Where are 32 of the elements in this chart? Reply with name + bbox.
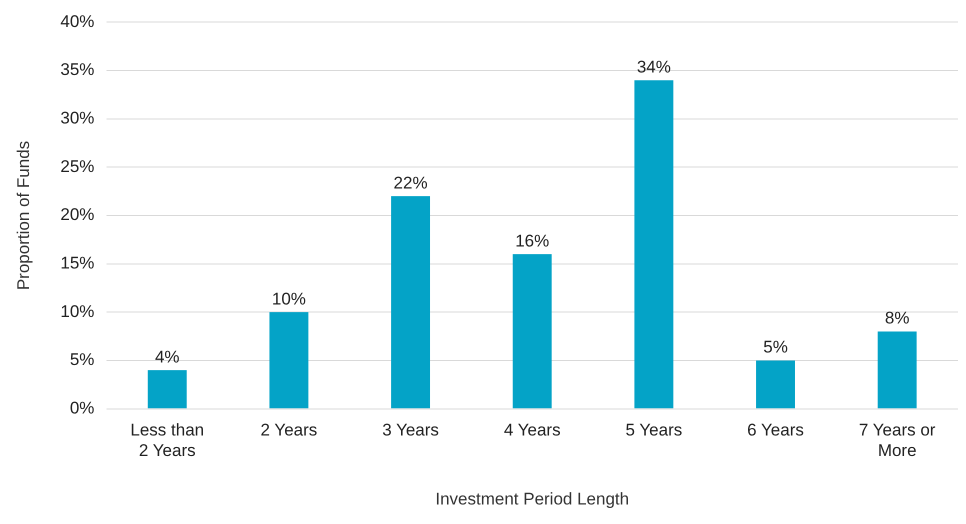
data-label: 10% bbox=[272, 289, 306, 308]
x-tick-label: 7 Years or More bbox=[858, 420, 936, 460]
y-tick-label: 20% bbox=[60, 205, 94, 224]
x-tick-label: Less than 2 Years bbox=[130, 420, 204, 460]
data-label: 8% bbox=[884, 308, 910, 328]
x-tick-label: 4 Years bbox=[504, 420, 561, 440]
y-tick-label: 40% bbox=[60, 12, 94, 31]
data-label: 16% bbox=[515, 231, 550, 250]
data-label: 22% bbox=[394, 173, 428, 192]
bar bbox=[269, 312, 308, 408]
bar bbox=[756, 360, 795, 408]
y-tick-label: 15% bbox=[60, 254, 94, 273]
x-tick-label: 5 Years bbox=[626, 420, 682, 440]
y-axis-title: Proportion of Funds bbox=[14, 140, 33, 290]
bar bbox=[878, 331, 917, 408]
x-tick-label: 6 Years bbox=[747, 420, 804, 440]
y-tick-label: 35% bbox=[60, 60, 94, 80]
y-tick-label: 0% bbox=[70, 398, 94, 418]
y-tick-label: 10% bbox=[60, 302, 94, 321]
data-label: 4% bbox=[154, 347, 180, 366]
y-tick-label: 30% bbox=[60, 108, 94, 128]
data-label: 34% bbox=[636, 57, 671, 76]
y-tick-label: 5% bbox=[70, 350, 94, 370]
bar bbox=[634, 80, 674, 408]
x-tick-label: 3 Years bbox=[382, 420, 439, 440]
data-label: 5% bbox=[763, 338, 788, 357]
x-axis-title: Investment Period Length bbox=[435, 489, 630, 508]
bar bbox=[512, 254, 552, 408]
y-tick-label: 25% bbox=[60, 156, 94, 176]
bar bbox=[148, 370, 187, 408]
bar bbox=[391, 196, 430, 408]
x-tick-label: 2 Years bbox=[260, 420, 318, 440]
